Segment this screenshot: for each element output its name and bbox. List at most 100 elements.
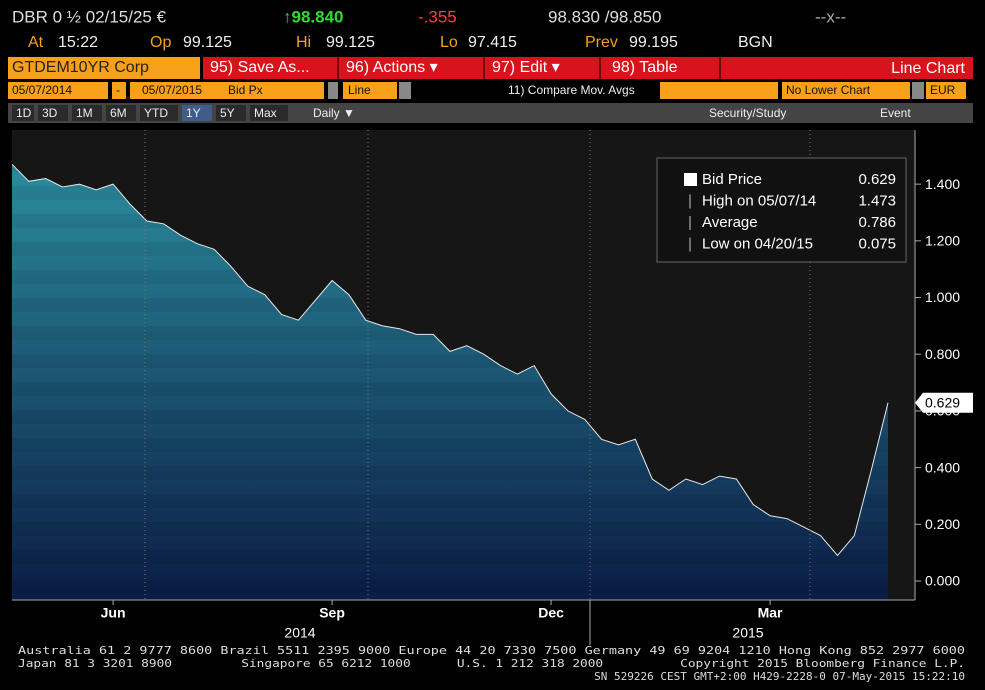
y-tick-label: 1.000 <box>925 289 960 305</box>
open: 99.125 <box>183 34 232 51</box>
bid-ask: 98.830 /98.850 <box>548 7 661 26</box>
period-label[interactable]: 3D <box>42 106 58 120</box>
source: BGN <box>738 34 773 51</box>
lower-chart[interactable]: No Lower Chart <box>786 83 871 97</box>
field-box <box>782 82 910 99</box>
period-label[interactable]: YTD <box>144 106 168 120</box>
compare[interactable]: 11) Compare Mov. Avgs <box>508 83 635 97</box>
legend-value: 0.075 <box>858 235 896 252</box>
prev: 99.195 <box>629 34 678 51</box>
y-tick-label: 1.400 <box>925 176 960 192</box>
period-label[interactable]: 5Y <box>220 106 235 120</box>
period-label[interactable]: 6M <box>110 106 127 120</box>
time: 15:22 <box>58 34 98 51</box>
period-button[interactable] <box>38 105 68 121</box>
dropdown[interactable] <box>912 82 924 99</box>
legend-value: 0.629 <box>858 171 896 188</box>
period-label[interactable]: 1M <box>76 106 93 120</box>
y-tick-label: 0.000 <box>925 573 960 589</box>
x-tick-label: Sep <box>319 605 345 621</box>
period-label[interactable]: Max <box>254 106 277 120</box>
x-tick-label: Jun <box>101 605 126 621</box>
y-tick-label: 0.200 <box>925 516 960 532</box>
high-label: Hi <box>296 34 311 51</box>
footer-line: Australia 61 2 9777 8600 Brazil 5511 239… <box>18 644 965 657</box>
period-button[interactable] <box>216 105 246 121</box>
band <box>12 550 888 564</box>
open-label: Op <box>150 34 171 51</box>
legend <box>656 157 907 263</box>
legend-entries: Bid Price 0.629 High on 05/07/14 1.473 Avera… <box>684 171 896 252</box>
y-tick-label: 1.200 <box>925 233 960 249</box>
period-button[interactable] <box>72 105 102 121</box>
study[interactable]: Security/Study <box>709 106 786 120</box>
status: --x-- <box>815 7 846 26</box>
low: 97.415 <box>468 34 517 51</box>
band <box>12 578 888 592</box>
ticker-box <box>8 57 200 79</box>
high: 99.125 <box>326 34 375 51</box>
field-box <box>8 82 108 99</box>
band <box>12 494 888 508</box>
fields-row: 05/07/2014 - 05/07/2015 Bid Px Line 11) … <box>8 82 966 99</box>
time-label: At <box>28 34 44 51</box>
legend-value: 1.473 <box>858 192 896 209</box>
period-label[interactable]: 1D <box>16 106 32 120</box>
security: DBR 0 ½ 02/15/25 € <box>12 7 167 26</box>
dash: - <box>116 83 120 97</box>
period-bar <box>8 103 973 123</box>
value-tag <box>915 392 973 413</box>
style[interactable]: Line <box>348 83 371 97</box>
field-box <box>926 82 966 99</box>
band <box>12 522 888 536</box>
field-box <box>130 82 324 99</box>
dropdown[interactable] <box>328 82 338 99</box>
year-label: 2015 <box>732 625 763 641</box>
field[interactable]: Bid Px <box>228 83 263 97</box>
area <box>12 164 888 601</box>
button[interactable]: 95) Save As... <box>210 59 310 76</box>
end-date[interactable]: 05/07/2015 <box>142 83 202 97</box>
legend-swatch <box>684 173 697 186</box>
legend-name: Low on 04/20/15 <box>702 235 813 252</box>
field-box <box>343 82 397 99</box>
button[interactable]: 98) Table <box>612 59 678 76</box>
period-button[interactable] <box>250 105 288 121</box>
start-date[interactable]: 05/07/2014 <box>12 83 72 97</box>
footer-line: SN 529226 CEST GMT+2:00 H429-2228-0 07-M… <box>594 670 965 683</box>
field-box <box>660 82 778 99</box>
currency[interactable]: EUR <box>930 83 956 97</box>
y-tick-label: 0.400 <box>925 459 960 475</box>
year-label: 2014 <box>284 625 315 641</box>
legend-name: Average <box>702 214 758 231</box>
legend-name: High on 05/07/14 <box>702 192 816 209</box>
footer-line: Japan 81 3 3201 8900 Singapore 65 6212 1… <box>18 657 965 670</box>
button[interactable]: 96) Actions ▾ <box>346 59 438 76</box>
period-button[interactable] <box>182 105 212 121</box>
toolbar-bar <box>203 57 973 79</box>
view-name: Line Chart <box>891 60 965 77</box>
button[interactable]: 97) Edit ▾ <box>492 59 560 76</box>
x-tick-label: Mar <box>758 605 783 621</box>
x-tick-label: Dec <box>538 605 564 621</box>
period-buttons: 1D 3D 1M 6M YTD 1Y 5Y Max <box>12 105 288 121</box>
period-button[interactable] <box>140 105 178 121</box>
period-button[interactable] <box>12 105 34 121</box>
period-button[interactable] <box>106 105 136 121</box>
last-price: ↑98.840 <box>283 7 344 26</box>
prev-label: Prev <box>585 34 618 51</box>
legend-value: 0.786 <box>858 214 896 231</box>
event[interactable]: Event <box>880 106 911 120</box>
frequency[interactable]: Daily ▼ <box>313 106 355 120</box>
line <box>11 163 889 557</box>
y-tick-label: 0.800 <box>925 346 960 362</box>
ticker[interactable]: GTDEM10YR Corp <box>12 59 149 76</box>
period-label[interactable]: 1Y <box>186 106 201 120</box>
value-tag-label: 0.629 <box>925 394 960 410</box>
field-box <box>112 82 126 99</box>
legend-name: Bid Price <box>702 171 762 188</box>
low-label: Lo <box>440 34 458 51</box>
dropdown[interactable] <box>399 82 411 99</box>
change: -.355 <box>418 7 457 26</box>
